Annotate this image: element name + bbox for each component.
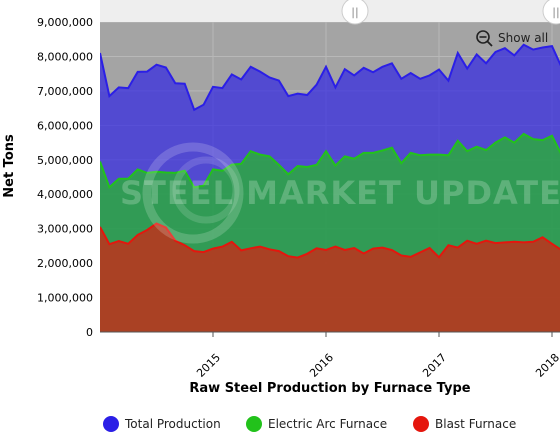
watermark-text: STEEL MARKET UPDATE <box>120 174 560 212</box>
series-layer <box>100 43 560 332</box>
legend-marker <box>246 416 262 432</box>
legend: Total Production Electric Arc Furnace Blas… <box>103 416 516 432</box>
y-tick-label: 0 <box>86 326 93 339</box>
show-all-label: Show all <box>498 31 548 45</box>
x-tick-label: 2015 <box>194 351 223 380</box>
y-tick-label: 3,000,000 <box>37 223 93 236</box>
legend-label: Blast Furnace <box>435 417 516 431</box>
legend-label: Total Production <box>124 417 221 431</box>
legend-item-electric-arc-furnace[interactable]: Electric Arc Furnace <box>246 416 387 432</box>
navigator-right-handle[interactable]: || <box>542 0 560 25</box>
y-tick-label: 7,000,000 <box>37 85 93 98</box>
y-tick-label: 8,000,000 <box>37 50 93 63</box>
y-tick-label: 9,000,000 <box>37 16 93 29</box>
blast-furnace-line <box>100 222 560 259</box>
total-production-line <box>100 43 560 112</box>
legend-item-total-production[interactable]: Total Production <box>103 416 221 432</box>
legend-marker <box>103 416 119 432</box>
y-tick-label: 2,000,000 <box>37 257 93 270</box>
y-tick-label: 6,000,000 <box>37 119 93 132</box>
y-axis: 0 1,000,000 2,000,000 3,000,000 4,000,000 5,0… <box>37 16 93 339</box>
electric-arc-furnace-line <box>100 132 560 190</box>
x-tick-label: 2017 <box>420 351 449 380</box>
show-all-button[interactable]: Show all <box>470 27 556 47</box>
x-axis: 2015 2016 2017 2018 <box>100 331 560 380</box>
y-tick-label: 5,000,000 <box>37 154 93 167</box>
y-axis-title: Net Tons <box>2 134 17 198</box>
watermark: STEEL MARKET UPDATE <box>120 142 560 244</box>
handle-grip: || <box>351 6 358 19</box>
legend-marker <box>413 416 429 432</box>
navigator-bar[interactable] <box>100 0 560 22</box>
zoom-out-icon <box>476 30 493 47</box>
navigator-left-handle[interactable]: || <box>341 0 369 25</box>
legend-item-blast-furnace[interactable]: Blast Furnace <box>413 416 516 432</box>
y-tick-label: 4,000,000 <box>37 188 93 201</box>
y-tick-label: 1,000,000 <box>37 292 93 305</box>
legend-label: Electric Arc Furnace <box>268 417 387 431</box>
x-tick-label: 2016 <box>307 351 336 380</box>
handle-grip: || <box>552 6 559 19</box>
x-axis-title: Raw Steel Production by Furnace Type <box>189 381 470 396</box>
x-tick-label: 2018 <box>533 351 560 380</box>
